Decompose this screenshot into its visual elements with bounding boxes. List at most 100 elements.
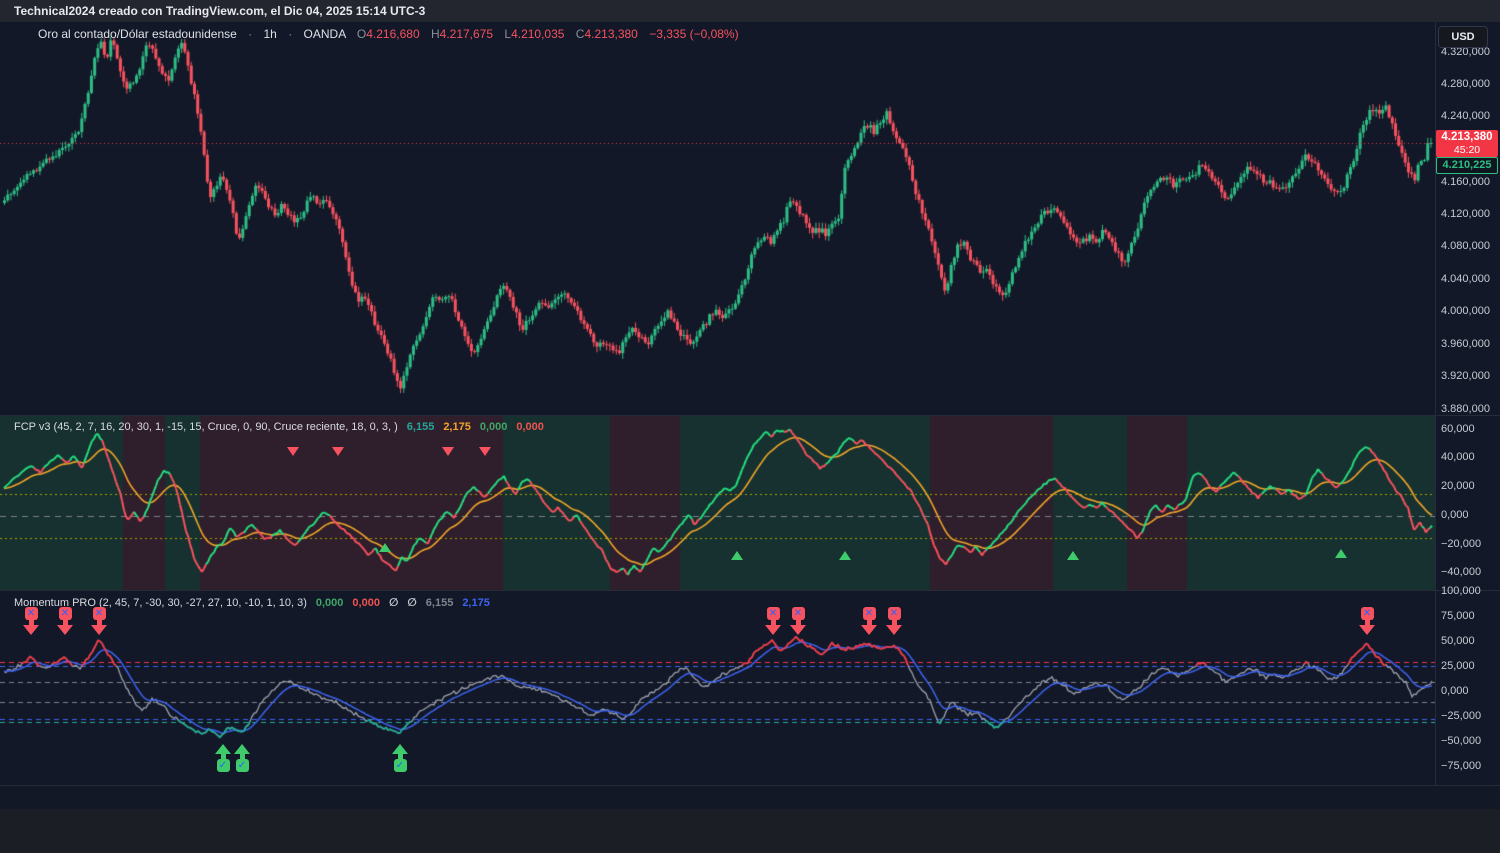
fcp-buy-signal-icon — [1335, 549, 1347, 558]
momentum-sell-signal-icon: ✕ — [91, 607, 107, 635]
buy-arrow-shaft — [397, 754, 403, 759]
indicator-value: 0,000 — [479, 421, 508, 433]
currency-toggle-button[interactable]: USD — [1438, 26, 1488, 48]
low-value: 4.210,035 — [511, 27, 565, 41]
fcp-sell-signal-icon — [442, 447, 454, 456]
sell-arrow-head — [91, 625, 107, 635]
momentum-buy-signal-icon: ✓ — [392, 744, 408, 772]
buy-check-badge: ✓ — [393, 759, 407, 772]
low-label: L — [504, 27, 512, 41]
price-axis-label: 4.160,000 — [1441, 176, 1490, 188]
sell-arrow-head — [886, 625, 902, 635]
momentum-sell-signal-icon: ✕ — [23, 607, 39, 635]
momentum-indicator-values: 0,000 0,000 ∅ ∅ 6,155 2,175 — [307, 597, 490, 609]
fcp-axis-label: −20,000 — [1441, 538, 1482, 550]
symbol-legend[interactable]: Oro al contado/Dólar estadounidense · 1h… — [38, 27, 739, 41]
pane-separator[interactable] — [0, 590, 1500, 591]
last-price-value: 4.213,380 — [1441, 131, 1493, 143]
fcp-buy-signal-icon — [839, 551, 851, 560]
momentum-buy-signal-icon: ✓ — [234, 744, 250, 772]
close-value: 4.213,380 — [584, 27, 638, 41]
momentum-indicator-title[interactable]: Momentum PRO (2, 45, 7, -30, 30, -27, 27… — [14, 597, 307, 609]
momentum-axis-label: −25,000 — [1441, 710, 1482, 722]
sell-arrow-shaft — [866, 620, 872, 625]
momentum-indicator-legend[interactable]: Momentum PRO (2, 45, 7, -30, 30, -27, 27… — [14, 596, 490, 609]
price-axis-label: 4.120,000 — [1441, 208, 1490, 220]
sell-arrow-shaft — [96, 620, 102, 625]
price-axis-label: 4.000,000 — [1441, 305, 1490, 317]
fcp-axis-label: 20,000 — [1441, 480, 1475, 492]
sell-arrow-shaft — [891, 620, 897, 625]
momentum-axis-label: −75,000 — [1441, 760, 1482, 772]
sell-arrow-head — [1359, 625, 1375, 635]
buy-arrow-head — [215, 744, 231, 754]
fcp-indicator-legend[interactable]: FCP v3 (45, 2, 7, 16, 20, 30, 1, -15, 15… — [14, 421, 544, 433]
last-price-badge: 4.213,380 45:20 — [1436, 130, 1498, 157]
price-axis-label: 4.320,000 — [1441, 46, 1490, 58]
symbol-name[interactable]: Oro al contado/Dólar estadounidense — [38, 27, 237, 41]
sell-x-badge: ✕ — [887, 607, 901, 620]
legend-separator: · — [288, 27, 293, 41]
sell-arrow-head — [790, 625, 806, 635]
fcp-buy-signal-icon — [379, 543, 391, 552]
close-label: C — [575, 27, 585, 41]
price-axis-label: 3.960,000 — [1441, 338, 1490, 350]
fcp-axis-label: 0,000 — [1441, 509, 1469, 521]
fcp-axis-label: 60,000 — [1441, 423, 1475, 435]
open-value: 4.216,680 — [366, 27, 420, 41]
fcp-indicator-values: 6,155 2,175 0,000 0,000 — [398, 421, 544, 433]
sell-arrow-head — [57, 625, 73, 635]
sell-x-badge: ✕ — [24, 607, 38, 620]
momentum-sell-signal-icon: ✕ — [886, 607, 902, 635]
buy-check-badge: ✓ — [235, 759, 249, 772]
buy-check-badge: ✓ — [216, 759, 230, 772]
indicator-value: 2,175 — [462, 597, 490, 609]
fcp-axis-label: 40,000 — [1441, 451, 1475, 463]
indicator-value: 6,155 — [406, 421, 435, 433]
sell-arrow-head — [23, 625, 39, 635]
momentum-axis-label: 75,000 — [1441, 610, 1475, 622]
export-title-text: Technical2024 creado con TradingView.com… — [14, 4, 426, 18]
sell-arrow-shaft — [1364, 620, 1370, 625]
buy-arrow-shaft — [220, 754, 226, 759]
sell-x-badge: ✕ — [1360, 607, 1374, 620]
high-label: H — [430, 27, 440, 41]
high-value: 4.217,675 — [439, 27, 494, 41]
buy-arrow-head — [234, 744, 250, 754]
fcp-buy-signal-icon — [731, 551, 743, 560]
pane-separator[interactable] — [0, 415, 1500, 416]
bid-price-badge: 4.210,225 — [1436, 157, 1498, 174]
sell-x-badge: ✕ — [862, 607, 876, 620]
price-axis-label: 3.880,000 — [1441, 403, 1490, 415]
fcp-indicator-canvas[interactable] — [0, 415, 1435, 590]
fcp-buy-signal-icon — [1067, 551, 1079, 560]
sell-arrow-shaft — [62, 620, 68, 625]
price-axis-label: 4.240,000 — [1441, 110, 1490, 122]
sell-x-badge: ✕ — [58, 607, 72, 620]
momentum-axis-label: 50,000 — [1441, 635, 1475, 647]
price-axis-separator — [1435, 22, 1436, 785]
symbol-interval[interactable]: 1h — [263, 27, 277, 41]
momentum-buy-signal-icon: ✓ — [215, 744, 231, 772]
momentum-axis-label: −50,000 — [1441, 735, 1482, 747]
sell-x-badge: ✕ — [791, 607, 805, 620]
momentum-axis-label: 100,000 — [1441, 585, 1481, 597]
sell-arrow-head — [765, 625, 781, 635]
open-label: O — [356, 27, 367, 41]
fcp-sell-signal-icon — [287, 447, 299, 456]
time-axis[interactable]: 15172123262830Nov4691113161820232527Dic — [0, 785, 1500, 810]
fcp-indicator-title[interactable]: FCP v3 (45, 2, 7, 16, 20, 30, 1, -15, 15… — [14, 421, 398, 433]
indicator-value: 6,155 — [425, 597, 454, 609]
price-axis-label: 4.040,000 — [1441, 273, 1490, 285]
fcp-sell-signal-icon — [332, 447, 344, 456]
fcp-axis-label: −40,000 — [1441, 566, 1482, 578]
momentum-sell-signal-icon: ✕ — [1359, 607, 1375, 635]
momentum-sell-signal-icon: ✕ — [790, 607, 806, 635]
legend-separator: · — [248, 27, 253, 41]
price-axis-label: 4.080,000 — [1441, 240, 1490, 252]
symbol-exchange[interactable]: OANDA — [303, 27, 346, 41]
buy-arrow-head — [392, 744, 408, 754]
main-price-chart-canvas[interactable] — [0, 22, 1435, 415]
momentum-sell-signal-icon: ✕ — [765, 607, 781, 635]
